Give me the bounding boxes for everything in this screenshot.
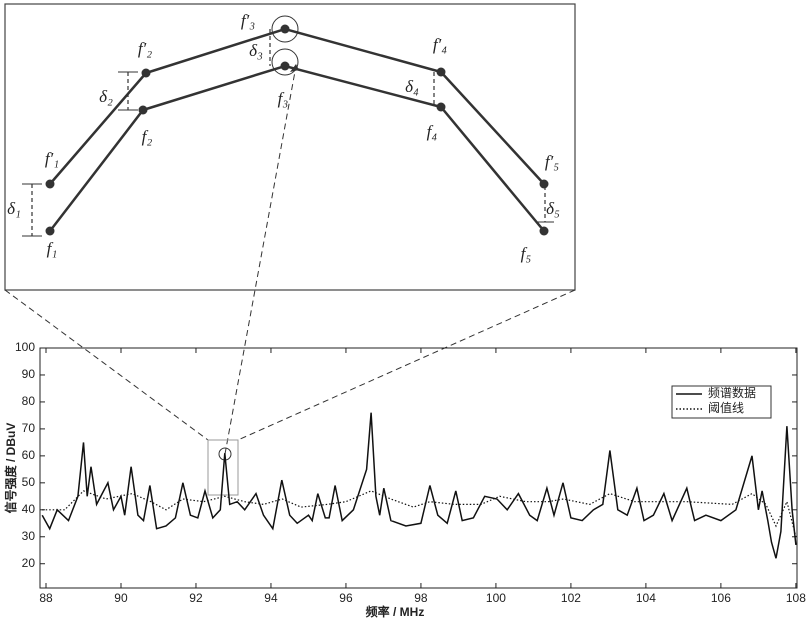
x-tick-label: 96 bbox=[339, 591, 353, 605]
delta-markers bbox=[32, 29, 545, 236]
x-tick-label: 98 bbox=[414, 591, 428, 605]
x-axis-label: 频率 / MHz bbox=[366, 604, 425, 619]
point-label: f₄ bbox=[427, 122, 438, 141]
prime-point-label: f′₃ bbox=[241, 11, 255, 30]
delta-label: δ₂ bbox=[99, 87, 113, 106]
x-tick-label: 94 bbox=[264, 591, 278, 605]
y-tick-label: 80 bbox=[22, 394, 36, 408]
x-tick-label: 102 bbox=[561, 591, 581, 605]
y-tick-label: 60 bbox=[22, 448, 36, 462]
x-tick-label: 88 bbox=[39, 591, 53, 605]
figure: 频率 / MHz 信号强度 / DBuV 20 30 40 50 60 70 80 90 100… bbox=[0, 0, 811, 623]
y-tick-label: 30 bbox=[22, 529, 36, 543]
y-tick-label: 90 bbox=[22, 367, 36, 381]
y-tick-label: 100 bbox=[15, 340, 35, 354]
inset bbox=[5, 4, 575, 290]
inset-line-prime bbox=[50, 29, 544, 184]
x-tick-label: 108 bbox=[786, 591, 806, 605]
y-tick-label: 20 bbox=[22, 556, 36, 570]
inset-frame bbox=[5, 4, 575, 290]
delta-label: δ₁ bbox=[7, 199, 21, 218]
x-tick-label: 90 bbox=[114, 591, 128, 605]
point-label: f₅ bbox=[521, 244, 532, 263]
y-tick-label: 70 bbox=[22, 421, 36, 435]
y-tick-label: 40 bbox=[22, 502, 36, 516]
x-tick-label: 92 bbox=[189, 591, 203, 605]
prime-point-label: f′₂ bbox=[138, 39, 152, 58]
series-line bbox=[42, 413, 796, 559]
x-tick-label: 100 bbox=[486, 591, 506, 605]
x-tick-label: 104 bbox=[636, 591, 656, 605]
y-tick-label: 50 bbox=[22, 475, 36, 489]
delta-label: δ₅ bbox=[546, 199, 560, 218]
delta-label: δ₃ bbox=[249, 41, 263, 60]
point-label: f₃ bbox=[278, 89, 289, 108]
prime-point-label: f′₅ bbox=[545, 152, 559, 171]
point-label: f₂ bbox=[142, 127, 153, 146]
y-axis-label: 信号强度 / DBuV bbox=[3, 423, 18, 514]
prime-point-label: f′₄ bbox=[433, 35, 447, 54]
prime-point-label: f′₁ bbox=[45, 149, 59, 168]
delta-label: δ₄ bbox=[405, 77, 419, 96]
point-label: f₁ bbox=[47, 239, 58, 258]
x-tick-label: 106 bbox=[711, 591, 731, 605]
legend-label: 阈值线 bbox=[708, 400, 744, 415]
plot-frame bbox=[40, 348, 797, 588]
legend-label: 频谱数据 bbox=[708, 385, 756, 400]
inset-line bbox=[50, 66, 544, 231]
